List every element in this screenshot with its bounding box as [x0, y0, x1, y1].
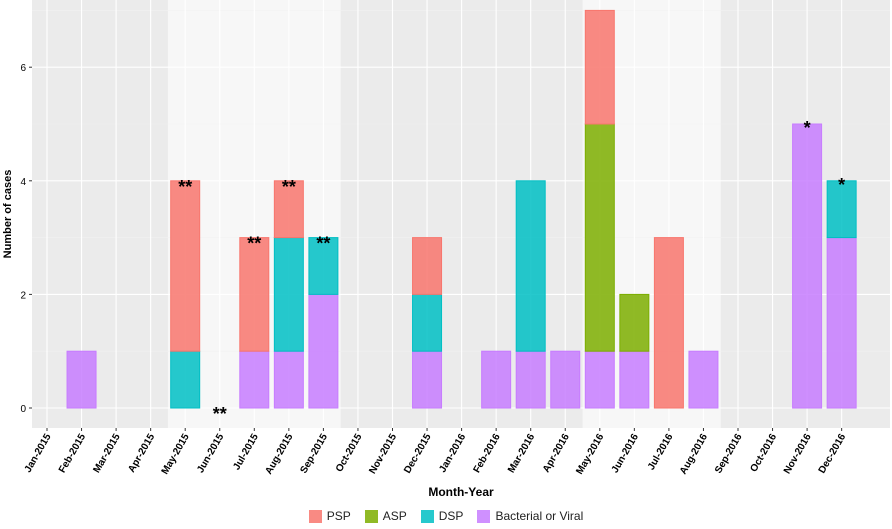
- significance-marker: **: [213, 404, 227, 424]
- significance-marker: *: [804, 118, 811, 138]
- bars: [66, 9, 857, 409]
- bar-bacterial-or-viral-aug-2016: [688, 350, 719, 409]
- bar-psp-aug-2015: [273, 180, 304, 239]
- y-tick-label: 6: [20, 63, 26, 74]
- bar-dsp-sep-2015: [308, 237, 339, 295]
- bar-bacterial-or-viral-dec-2016: [826, 237, 857, 409]
- significance-marker: *: [838, 175, 845, 195]
- x-tick-label: Mar-2015: [91, 432, 122, 475]
- x-tick-label: Aug-2015: [263, 432, 295, 477]
- y-axis: 0 2 4 6: [20, 63, 32, 415]
- bar-bacterial-or-viral-dec-2015: [412, 350, 443, 409]
- bar-asp-jun-2016: [619, 293, 650, 352]
- x-tick-label: Sep-2016: [713, 432, 745, 476]
- x-tick-label: Jan-2016: [437, 432, 468, 475]
- x-tick-label: May-2016: [574, 432, 606, 477]
- bar-bacterial-or-viral-mar-2016: [515, 350, 546, 409]
- x-tick-label: Nov-2016: [782, 432, 814, 476]
- x-tick-label: May-2015: [160, 432, 192, 477]
- x-tick-label: Jul-2016: [646, 432, 676, 473]
- x-tick-label: Feb-2016: [472, 432, 503, 475]
- y-tick-label: 0: [20, 404, 26, 415]
- legend-swatch: [477, 509, 491, 523]
- bar-dsp-may-2015: [170, 350, 201, 409]
- x-tick-label: Jan-2015: [23, 432, 54, 475]
- y-tick-label: 4: [20, 177, 26, 188]
- x-tick-label: Nov-2015: [367, 432, 399, 476]
- legend-swatch: [308, 509, 322, 523]
- bar-bacterial-or-viral-jul-2015: [239, 350, 270, 409]
- y-axis-title: Number of cases: [2, 170, 14, 259]
- x-tick-label: Mar-2016: [506, 432, 537, 475]
- y-tick-label: 2: [20, 290, 26, 301]
- x-tick-label: Oct-2016: [748, 432, 779, 474]
- x-axis: Jan-2015 Feb-2015 Mar-2015 Apr-2015 May-2015…: [23, 428, 849, 477]
- bar-dsp-dec-2016: [826, 180, 857, 239]
- bar-psp-dec-2015: [412, 237, 443, 295]
- legend-swatch: [420, 509, 434, 523]
- legend-label: Bacterial or Viral: [495, 509, 584, 523]
- legend-label: PSP: [326, 509, 351, 523]
- legend-swatch: [364, 509, 378, 523]
- bar-bacterial-or-viral-feb-2016: [481, 350, 512, 409]
- legend-label: DSP: [438, 509, 464, 523]
- x-tick-label: Jun-2016: [610, 432, 641, 475]
- bar-bacterial-or-viral-sep-2015: [308, 293, 339, 409]
- significance-marker: **: [247, 234, 261, 254]
- bar-dsp-aug-2015: [273, 237, 304, 352]
- legend-item-bacterial-or-viral: Bacterial or Viral: [477, 509, 583, 523]
- legend-item-psp: PSP: [308, 509, 351, 523]
- bar-bacterial-or-viral-feb-2015: [66, 350, 97, 409]
- significance-marker: **: [178, 177, 192, 197]
- x-tick-label: Jun-2015: [195, 432, 226, 475]
- bar-bacterial-or-viral-jun-2016: [619, 350, 650, 409]
- bar-psp-jul-2015: [239, 237, 270, 352]
- bar-bacterial-or-viral-apr-2016: [550, 350, 581, 409]
- x-tick-label: Jul-2015: [231, 432, 261, 473]
- significance-annotations: ************: [178, 118, 845, 424]
- bar-psp-may-2016: [584, 9, 615, 125]
- bar-bacterial-or-viral-aug-2015: [273, 350, 304, 409]
- x-axis-title: Month-Year: [428, 485, 494, 499]
- legend-label: ASP: [382, 509, 407, 523]
- x-tick-label: Sep-2015: [299, 432, 331, 476]
- bar-asp-may-2016: [584, 123, 615, 352]
- significance-marker: **: [282, 177, 296, 197]
- legend-item-dsp: DSP: [420, 509, 464, 523]
- x-tick-label: Apr-2015: [126, 432, 157, 475]
- bar-psp-jul-2016: [653, 237, 684, 409]
- bar-psp-may-2015: [170, 180, 201, 352]
- x-tick-label: Aug-2016: [678, 432, 710, 477]
- x-tick-label: Apr-2016: [541, 432, 572, 475]
- legend-item-asp: ASP: [364, 509, 407, 523]
- significance-marker: **: [316, 234, 330, 254]
- bar-dsp-dec-2015: [412, 293, 443, 352]
- bar-dsp-mar-2016: [515, 180, 546, 352]
- x-tick-label: Oct-2015: [334, 432, 365, 474]
- x-tick-label: Feb-2015: [57, 432, 88, 475]
- plot-panel: [32, 0, 890, 428]
- bar-bacterial-or-viral-nov-2016: [792, 123, 823, 409]
- legend: PSP ASP DSP Bacterial or Viral: [0, 505, 892, 527]
- x-tick-label: Dec-2016: [817, 432, 849, 476]
- x-tick-label: Dec-2015: [402, 432, 434, 476]
- bar-bacterial-or-viral-may-2016: [584, 350, 615, 409]
